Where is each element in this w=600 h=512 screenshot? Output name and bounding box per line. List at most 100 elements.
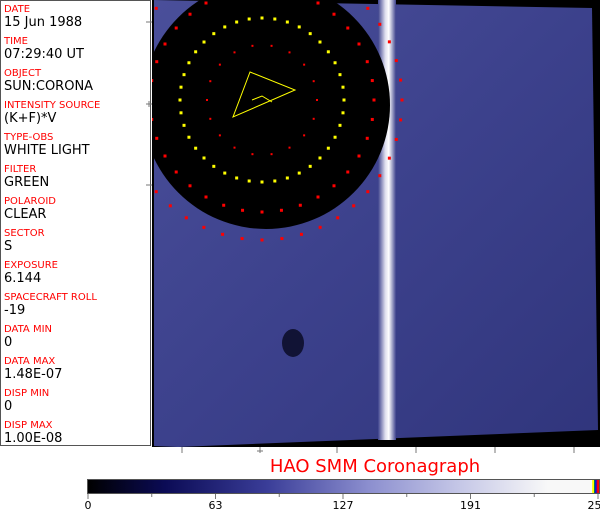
field-data-min: DATA MIN 0	[4, 324, 52, 350]
grid-dot	[394, 137, 398, 141]
field-label: DATE	[4, 4, 31, 15]
field-label: POLAROID	[4, 196, 57, 207]
grid-dot	[233, 51, 236, 54]
grid-dot	[333, 61, 337, 65]
grid-dot	[312, 80, 315, 83]
field-value: 1.00E-08	[4, 431, 63, 446]
field-value: 1.48E-07	[4, 367, 63, 382]
field-value: 15 Jun 1988	[4, 15, 83, 30]
grid-dot	[235, 176, 239, 180]
colorbar-tick-label: 255	[587, 499, 600, 512]
grid-dot	[326, 146, 330, 150]
field-label: DISP MIN	[4, 388, 50, 399]
grid-dot	[336, 216, 340, 220]
grid-dot	[204, 1, 208, 5]
grid-dot	[394, 59, 398, 63]
grid-dot	[247, 17, 251, 21]
grid-dot	[174, 170, 178, 174]
grid-dot	[179, 111, 183, 115]
grid-dot	[387, 156, 391, 160]
grid-dot	[202, 225, 206, 229]
grid-dot	[387, 40, 391, 44]
grid-dot	[370, 117, 374, 121]
grid-dot	[235, 20, 239, 24]
grid-dot	[273, 17, 277, 21]
colorbar-tick-label: 127	[332, 499, 354, 512]
grid-dot	[297, 171, 301, 175]
grid-dot	[270, 153, 273, 156]
grid-dot	[285, 176, 289, 180]
grid-dot	[155, 136, 159, 140]
grid-dot	[346, 170, 350, 174]
grid-dot	[182, 123, 186, 127]
grid-dot	[188, 12, 192, 16]
grid-dot	[187, 135, 191, 139]
grid-dot	[279, 208, 283, 212]
grid-dot	[202, 156, 206, 160]
grid-dot	[260, 210, 264, 214]
instrument-title: HAO SMM Coronagraph	[269, 456, 481, 477]
grid-dot	[204, 195, 208, 199]
field-value: GREEN	[4, 175, 50, 190]
grid-dot	[280, 237, 284, 241]
field-label: TIME	[4, 36, 29, 47]
grid-dot	[332, 12, 336, 16]
colorbar-tick-label: 63	[208, 499, 223, 512]
grid-dot	[212, 32, 216, 36]
dark-spot	[282, 329, 304, 357]
grid-dot	[370, 79, 374, 83]
grid-dot	[341, 85, 345, 89]
grid-dot	[299, 232, 303, 236]
grid-dot	[168, 204, 172, 208]
grid-dot	[326, 50, 330, 54]
grid-dot	[260, 16, 264, 20]
grid-dot	[260, 180, 264, 184]
grid-dot	[152, 79, 154, 83]
field-value: -19	[4, 303, 26, 318]
grid-dot	[218, 63, 221, 66]
grid-dot	[178, 98, 182, 102]
grid-dot	[308, 32, 312, 36]
grid-dot	[221, 232, 225, 236]
grid-dot	[240, 237, 244, 241]
field-type-obs: TYPE-OBS WHITE LIGHT	[4, 132, 90, 158]
grid-dot	[365, 60, 369, 64]
grid-dot	[366, 190, 370, 194]
grid-dot	[209, 80, 212, 83]
grid-dot	[316, 195, 320, 199]
grid-dot	[285, 20, 289, 24]
colorbar	[87, 479, 600, 494]
grid-dot	[399, 118, 403, 122]
grid-dot	[357, 42, 361, 46]
field-label: DATA MAX	[4, 356, 56, 367]
grid-dot	[378, 22, 382, 26]
field-value: (K+F)*V	[4, 111, 57, 126]
grid-dot	[318, 156, 322, 160]
grid-dot	[163, 42, 167, 46]
grid-dot	[298, 203, 302, 207]
grid-dot	[222, 203, 226, 207]
grid-dot	[194, 50, 198, 54]
grid-dot	[184, 216, 188, 220]
field-label: SPACECRAFT ROLL	[4, 292, 97, 303]
grid-dot	[223, 25, 227, 29]
grid-dot	[400, 98, 404, 102]
occulting-disk	[152, 0, 390, 229]
field-intensity-source: INTENSITY SOURCE (K+F)*V	[4, 100, 100, 126]
grid-dot	[209, 117, 212, 120]
field-label: SECTOR	[4, 228, 45, 239]
field-polaroid: POLAROID CLEAR	[4, 196, 56, 222]
grid-dot	[399, 78, 403, 82]
field-spacecraft-roll: SPACECRAFT ROLL -19	[4, 292, 97, 318]
grid-overlay	[152, 1, 404, 242]
field-label: DATA MIN	[4, 324, 52, 335]
field-label: INTENSITY SOURCE	[4, 100, 101, 111]
field-value: CLEAR	[4, 207, 47, 222]
field-label: OBJECT	[4, 68, 42, 79]
field-label: DISP MAX	[4, 420, 53, 431]
field-exposure: EXPOSURE 6.144	[4, 260, 58, 286]
coronagraph-image[interactable]	[152, 0, 600, 447]
grid-dot	[333, 135, 337, 139]
grid-dot	[270, 44, 273, 47]
